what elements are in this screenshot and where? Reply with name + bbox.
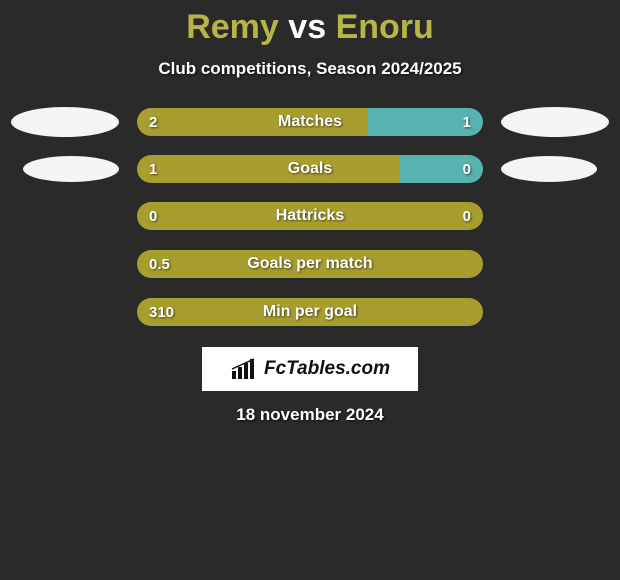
player1-marker: [23, 156, 119, 182]
vs-text: vs: [288, 8, 326, 46]
stat-bar: 310Min per goal: [137, 298, 483, 326]
stat-bar: 0Hattricks0: [137, 202, 483, 230]
page-title: Remy vs Enoru: [0, 8, 620, 47]
subtitle: Club competitions, Season 2024/2025: [0, 59, 620, 79]
stat-label: Goals per match: [137, 250, 483, 278]
player2-marker: [501, 156, 597, 182]
stat-bar: 2Matches1: [137, 108, 483, 136]
stat-bar: 0.5Goals per match: [137, 250, 483, 278]
bar-chart-icon: [230, 357, 258, 381]
player1-marker: [11, 107, 119, 137]
stat-row: 2Matches1: [8, 107, 612, 137]
stat-rows: 2Matches11Goals00Hattricks00.5Goals per …: [0, 107, 620, 327]
stat-label: Matches: [137, 108, 483, 136]
logo-box[interactable]: FcTables.com: [202, 347, 418, 391]
date-line: 18 november 2024: [0, 405, 620, 425]
stat-row: 1Goals0: [8, 155, 612, 183]
stat-row: 310Min per goal: [8, 297, 612, 327]
stat-label: Goals: [137, 155, 483, 183]
stat-label: Hattricks: [137, 202, 483, 230]
stat-value-right: 1: [463, 108, 471, 136]
stat-value-right: 0: [463, 202, 471, 230]
comparison-widget: Remy vs Enoru Club competitions, Season …: [0, 0, 620, 425]
player2-marker: [501, 107, 609, 137]
player2-name: Enoru: [336, 8, 434, 46]
stat-label: Min per goal: [137, 298, 483, 326]
logo-text: FcTables.com: [264, 358, 390, 380]
stat-value-right: 0: [463, 155, 471, 183]
stat-row: 0.5Goals per match: [8, 249, 612, 279]
player1-name: Remy: [186, 8, 279, 46]
stat-bar: 1Goals0: [137, 155, 483, 183]
stat-row: 0Hattricks0: [8, 201, 612, 231]
